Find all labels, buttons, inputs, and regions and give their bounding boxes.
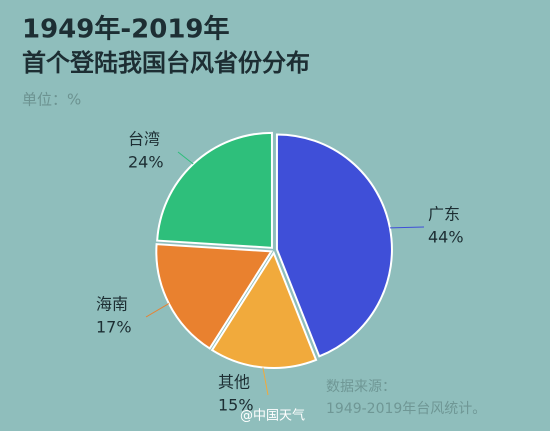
pie-slice (156, 131, 273, 249)
leader-line (177, 151, 194, 165)
chart-title: 1949年-2019年 (22, 14, 230, 45)
watermark: @中国天气 (240, 408, 305, 424)
chart-subtitle: 首个登陆我国台风省份分布 (22, 49, 310, 77)
leader-line (262, 367, 269, 396)
value-label: 17% (96, 318, 132, 337)
unit-label: 单位：% (22, 91, 81, 109)
leader-line (145, 303, 170, 318)
leader-line (389, 226, 425, 229)
value-label: 15% (218, 396, 254, 415)
pie-slice (275, 133, 393, 358)
source-text: 1949-2019年台风统计。 (326, 401, 486, 417)
category-label: 海南 (96, 295, 128, 314)
value-label: 44% (428, 228, 464, 247)
source-label: 数据来源： (326, 379, 396, 395)
value-label: 24% (128, 153, 164, 172)
pie-slice (210, 250, 318, 369)
category-label: 台湾 (128, 130, 160, 149)
category-label: 广东 (428, 205, 460, 224)
category-label: 其他 (218, 373, 250, 392)
